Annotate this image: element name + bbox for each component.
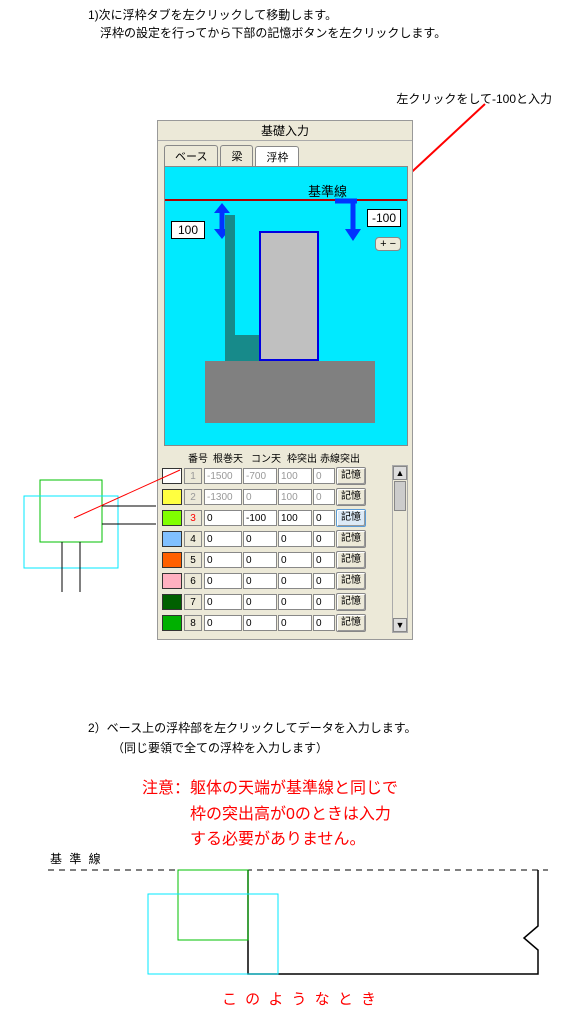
header-nemaki: 根巻天 bbox=[208, 450, 248, 465]
cell-input[interactable]: -1500 bbox=[204, 468, 242, 484]
bottom-diagram bbox=[48, 864, 548, 984]
cell-input[interactable]: 0 bbox=[313, 594, 335, 610]
table-row: 70000記憶 bbox=[162, 591, 390, 612]
instruction-1-line1: 1)次に浮枠タブを左クリックして移動します。 bbox=[88, 6, 446, 24]
cell-input[interactable]: 0 bbox=[243, 594, 277, 610]
caution-line3: する必要がありません。 bbox=[142, 827, 398, 853]
cell-input[interactable]: 0 bbox=[204, 615, 242, 631]
memory-button[interactable]: 記憶 bbox=[336, 593, 366, 611]
caution-line2: 枠の突出高が0のときは入力 bbox=[142, 802, 398, 828]
tab-beam[interactable]: 梁 bbox=[220, 145, 253, 166]
instruction-2-line1: 2）ベース上の浮枠部を左クリックしてデータを入力します。 bbox=[88, 718, 417, 738]
header-index: 番号 bbox=[188, 450, 208, 465]
bottom-caption: こ の よ う な と き bbox=[222, 988, 378, 1009]
header-akasen: 赤線突出 bbox=[320, 450, 360, 465]
cell-input[interactable]: 0 bbox=[243, 531, 277, 547]
cell-input[interactable]: 0 bbox=[278, 531, 312, 547]
table-row: 2-130001000記憶 bbox=[162, 486, 390, 507]
caution-line1: 注意：躯体の天端が基準線と同じで bbox=[142, 776, 398, 802]
row-index-button[interactable]: 8 bbox=[184, 615, 202, 631]
cell-input[interactable]: 0 bbox=[313, 510, 335, 526]
instruction-2-line2: （同じ要領で全ての浮枠を入力します） bbox=[88, 738, 417, 758]
instruction-2: 2）ベース上の浮枠部を左クリックしてデータを入力します。 （同じ要領で全ての浮枠… bbox=[88, 718, 417, 759]
row-index-button[interactable]: 6 bbox=[184, 573, 202, 589]
table-row: 1-1500-7001000記憶 bbox=[162, 465, 390, 486]
cell-input[interactable]: 0 bbox=[243, 552, 277, 568]
table-header: 番号 根巻天 コン天 枠突出 赤線突出 bbox=[162, 450, 408, 465]
foundation-panel: 基礎入力 ベース 梁 浮枠 基準線 100 -100 + − bbox=[157, 120, 413, 640]
gray-base bbox=[205, 361, 375, 423]
gray-body bbox=[259, 231, 319, 361]
cell-input[interactable]: 100 bbox=[278, 510, 312, 526]
cell-input[interactable]: 0 bbox=[313, 615, 335, 631]
cell-input[interactable]: 0 bbox=[278, 615, 312, 631]
color-swatch[interactable] bbox=[162, 615, 182, 631]
cell-input[interactable]: 0 bbox=[243, 573, 277, 589]
reference-line bbox=[165, 199, 407, 201]
cell-input[interactable]: 0 bbox=[204, 510, 242, 526]
table-row: 60000記憶 bbox=[162, 570, 390, 591]
row-index-button[interactable]: 5 bbox=[184, 552, 202, 568]
teal-column bbox=[225, 215, 235, 361]
cell-input[interactable]: 0 bbox=[313, 531, 335, 547]
header-konten: コン天 bbox=[248, 450, 284, 465]
value-right-input[interactable]: -100 bbox=[367, 209, 401, 227]
cell-input[interactable]: 100 bbox=[278, 489, 312, 505]
scroll-up-icon[interactable]: ▲ bbox=[393, 466, 407, 480]
cell-input[interactable]: -700 bbox=[243, 468, 277, 484]
table-row: 50000記憶 bbox=[162, 549, 390, 570]
cell-input[interactable]: 0 bbox=[204, 531, 242, 547]
teal-connector bbox=[235, 335, 259, 361]
cell-input[interactable]: 0 bbox=[204, 573, 242, 589]
cell-input[interactable]: 0 bbox=[278, 594, 312, 610]
tab-bar: ベース 梁 浮枠 bbox=[158, 141, 412, 166]
cell-input[interactable]: 0 bbox=[313, 489, 335, 505]
memory-button[interactable]: 記憶 bbox=[336, 530, 366, 548]
value-left-input[interactable]: 100 bbox=[171, 221, 205, 239]
memory-button[interactable]: 記憶 bbox=[336, 614, 366, 632]
memory-button[interactable]: 記憶 bbox=[336, 467, 366, 485]
cell-input[interactable]: 0 bbox=[243, 489, 277, 505]
instruction-1: 1)次に浮枠タブを左クリックして移動します。 浮枠の設定を行ってから下部の記憶ボ… bbox=[88, 6, 446, 42]
instruction-1-line2: 浮枠の設定を行ってから下部の記憶ボタンを左クリックします。 bbox=[88, 24, 446, 42]
color-swatch[interactable] bbox=[162, 552, 182, 568]
cell-input[interactable]: 0 bbox=[278, 573, 312, 589]
header-waku: 枠突出 bbox=[284, 450, 320, 465]
plus-minus-button[interactable]: + − bbox=[375, 237, 401, 251]
row-index-button[interactable]: 7 bbox=[184, 594, 202, 610]
cell-input[interactable]: -1300 bbox=[204, 489, 242, 505]
red-pointer-line bbox=[70, 468, 190, 548]
scroll-down-icon[interactable]: ▼ bbox=[393, 618, 407, 632]
memory-button[interactable]: 記憶 bbox=[336, 551, 366, 569]
cell-input[interactable]: 0 bbox=[243, 615, 277, 631]
memory-button[interactable]: 記憶 bbox=[336, 488, 366, 506]
tab-ukiwaku[interactable]: 浮枠 bbox=[255, 146, 299, 167]
preview-canvas: 基準線 100 -100 + − bbox=[164, 166, 408, 446]
cell-input[interactable]: 0 bbox=[204, 594, 242, 610]
color-swatch[interactable] bbox=[162, 573, 182, 589]
settings-table: 番号 根巻天 コン天 枠突出 赤線突出 1-1500-7001000記憶2-13… bbox=[158, 446, 412, 639]
table-row: 30-1001000記憶 bbox=[162, 507, 390, 528]
cell-input[interactable]: 0 bbox=[204, 552, 242, 568]
cell-input[interactable]: 0 bbox=[313, 468, 335, 484]
caution-text: 注意：躯体の天端が基準線と同じで 枠の突出高が0のときは入力 する必要がありませ… bbox=[142, 776, 398, 853]
panel-title: 基礎入力 bbox=[158, 121, 412, 141]
tab-base[interactable]: ベース bbox=[164, 145, 218, 166]
scroll-thumb[interactable] bbox=[394, 481, 406, 511]
table-scrollbar[interactable]: ▲ ▼ bbox=[392, 465, 408, 633]
blue-arrow-right-icon bbox=[333, 197, 363, 241]
cell-input[interactable]: 100 bbox=[278, 468, 312, 484]
cell-input[interactable]: 0 bbox=[278, 552, 312, 568]
table-row: 40000記憶 bbox=[162, 528, 390, 549]
cell-input[interactable]: -100 bbox=[243, 510, 277, 526]
memory-button[interactable]: 記憶 bbox=[336, 509, 366, 527]
table-row: 80000記憶 bbox=[162, 612, 390, 633]
cell-input[interactable]: 0 bbox=[313, 573, 335, 589]
cell-input[interactable]: 0 bbox=[313, 552, 335, 568]
memory-button[interactable]: 記憶 bbox=[336, 572, 366, 590]
color-swatch[interactable] bbox=[162, 594, 182, 610]
